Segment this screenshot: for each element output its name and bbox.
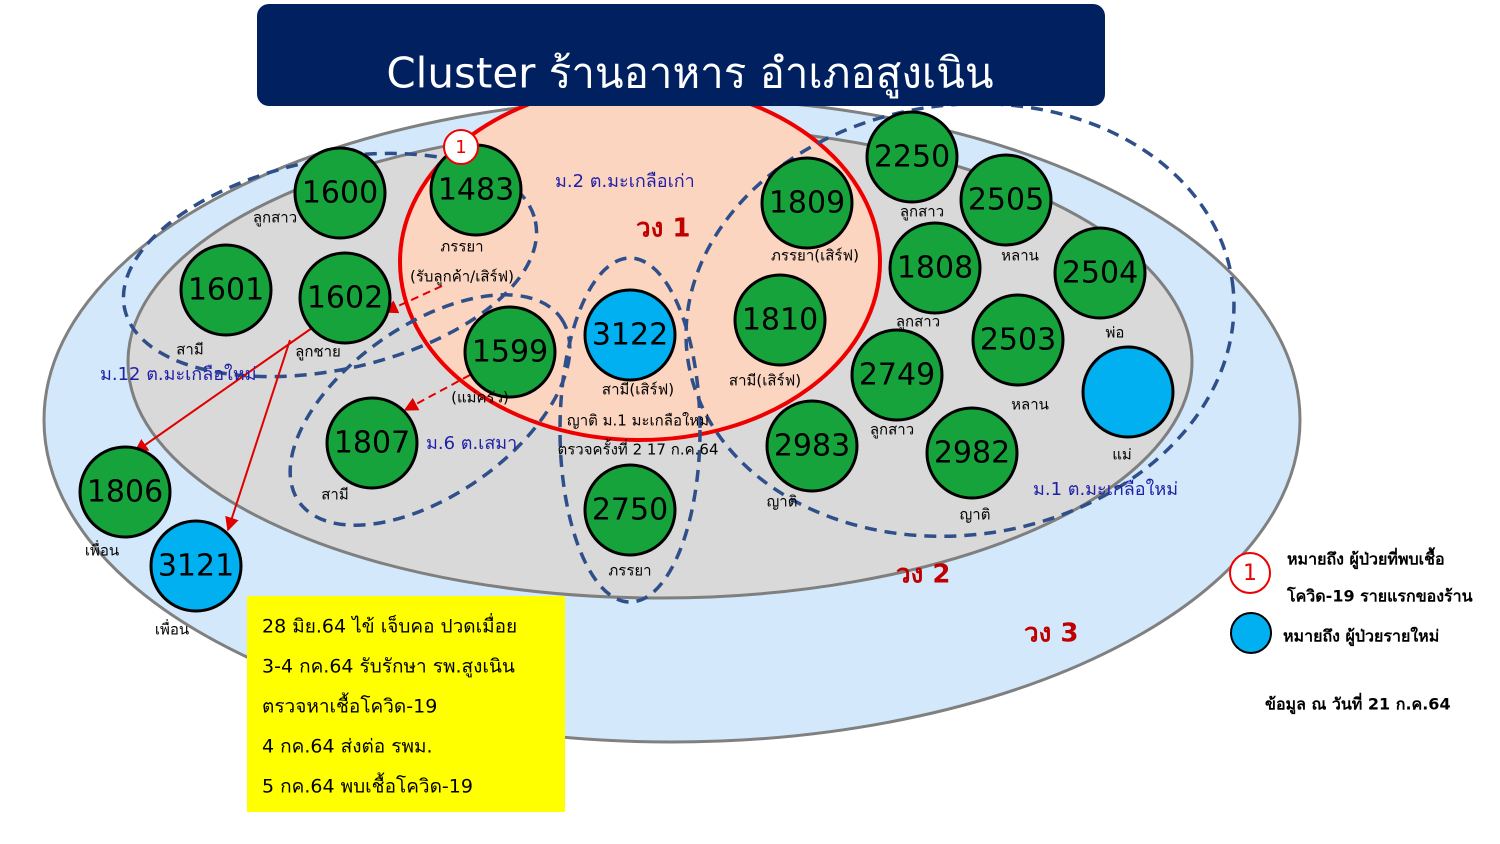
notes-box (247, 596, 565, 812)
node-id: 3122 (592, 318, 668, 353)
area-label: ม.6 ต.เสมา (426, 433, 517, 454)
node-label: ลูกสาว (253, 209, 297, 227)
node (971, 293, 1065, 387)
notes: 28 มิย.64 ไข้ เจ็บคอ ปวดเมื่อย 3-4 กค.64 … (262, 613, 517, 798)
note-line: ตรวจหาเชื้อโควิด-19 (262, 693, 437, 718)
legend-text: หมายถึง ผู้ป่วยที่พบเชื้อ (1287, 547, 1445, 571)
first-marker (443, 129, 479, 165)
node-label: หลาน (1001, 247, 1039, 265)
node (298, 251, 392, 345)
node-label: ภรรยา(เสิร์ฟ) (771, 247, 859, 265)
node (325, 396, 419, 490)
node-label: (แม่ครัว) (451, 389, 509, 407)
node-id: 1810 (742, 303, 818, 338)
node-label: (รับลูกค้า/เสิร์ฟ) (410, 268, 514, 286)
node (925, 406, 1019, 500)
node-label: ลูกสาว (900, 203, 944, 221)
node-id: 1808 (897, 251, 973, 286)
node-label: ญาติ (960, 506, 991, 524)
node-id: 1809 (769, 186, 845, 221)
node-label: ภรรยา (440, 238, 483, 256)
legend-marker: 1 (1243, 561, 1257, 586)
node (583, 463, 677, 557)
ring-label: วง 2 (896, 560, 950, 590)
note-line: 5 กค.64 พบเชื้อโควิด-19 (262, 773, 473, 798)
node-label: เพื่อน (155, 619, 189, 639)
first-marker-text: 1 (455, 137, 466, 158)
ring-label: วง 3 (1024, 619, 1078, 649)
node-label: ลูกชาย (295, 343, 341, 361)
node-id: 2503 (980, 323, 1056, 358)
node (865, 110, 959, 204)
node-id: 1483 (438, 173, 514, 208)
legend-first-icon (1229, 552, 1271, 594)
area-label: ญาติ ม.1 มะเกลือใหม่ (567, 412, 709, 430)
node-label: สามี(เสิร์ฟ) (729, 372, 801, 390)
node (760, 156, 854, 250)
node-label: สามี(เสิร์ฟ) (602, 381, 674, 399)
node-id: 1600 (302, 176, 378, 211)
node (959, 153, 1053, 247)
area-label: ม.12 ต.มะเกลือใหม่ (100, 363, 257, 385)
area-label: ม.1 ต.มะเกลือใหม่ (1033, 478, 1178, 500)
node (583, 288, 677, 382)
node-label: ลูกสาว (870, 421, 914, 439)
area-label: ตรวจครั้งที่ 2 17 ก.ค.64 (558, 439, 719, 459)
node-id: 1601 (188, 273, 264, 308)
ring-label: วง 1 (636, 214, 690, 244)
node (1081, 345, 1175, 439)
legend-text: โควิด-19 รายแรกของร้าน (1286, 586, 1473, 606)
node (149, 519, 243, 613)
nodes: 1600 ลูกสาว 1483 ภรรยา (รับลูกค้า/เสิร์ฟ) 1 16… (78, 110, 1175, 639)
node-id: 2750 (592, 493, 668, 528)
title: Cluster ร้านอาหาร อำเภอสูงเนิน (386, 49, 993, 99)
node-id: 2749 (859, 358, 935, 393)
node-id: 2505 (968, 183, 1044, 218)
note-line: 28 มิย.64 ไข้ เจ็บคอ ปวดเมื่อย (262, 613, 517, 638)
title-banner (257, 4, 1105, 106)
node-id: 2983 (774, 429, 850, 464)
node (765, 399, 859, 493)
node-label: ลูกสาว (896, 313, 940, 331)
node (78, 445, 172, 539)
node-label: ญาติ (767, 493, 798, 511)
node-label: สามี (321, 486, 348, 504)
footnote: ข้อมูล ณ วันที่ 21 ก.ค.64 (1265, 693, 1451, 716)
note-line: 4 กค.64 ส่งต่อ รพม. (262, 736, 433, 758)
node-label: เพื่อน (85, 540, 119, 560)
node-id: 1602 (307, 281, 383, 316)
area-label: ม.2 ต.มะเกลือเก่า (555, 171, 695, 192)
node-label: แม่ (1112, 446, 1132, 464)
node (179, 243, 273, 337)
node (733, 273, 827, 367)
node-id: 2982 (934, 436, 1010, 471)
node-id: 3121 (158, 549, 234, 584)
node (888, 221, 982, 315)
node-label: ภรรยา (608, 562, 651, 580)
node (850, 328, 944, 422)
node-label: สามี (176, 341, 203, 359)
node (293, 146, 387, 240)
legend-new-icon (1230, 612, 1272, 654)
node-id: 2504 (1062, 256, 1138, 291)
node (463, 305, 557, 399)
note-line: 3-4 กค.64 รับรักษา รพ.สูงเนิน (262, 656, 515, 678)
node-label: พ่อ (1106, 324, 1125, 342)
arrows (133, 285, 471, 532)
node-label: หลาน (1011, 396, 1049, 414)
legend-text: หมายถึง ผู้ป่วยรายใหม่ (1283, 627, 1439, 648)
node-id: 1599 (472, 335, 548, 370)
node-id: 1806 (87, 475, 163, 510)
node (1053, 226, 1147, 320)
node-id: 1807 (334, 426, 410, 461)
node-id: 2250 (874, 140, 950, 175)
